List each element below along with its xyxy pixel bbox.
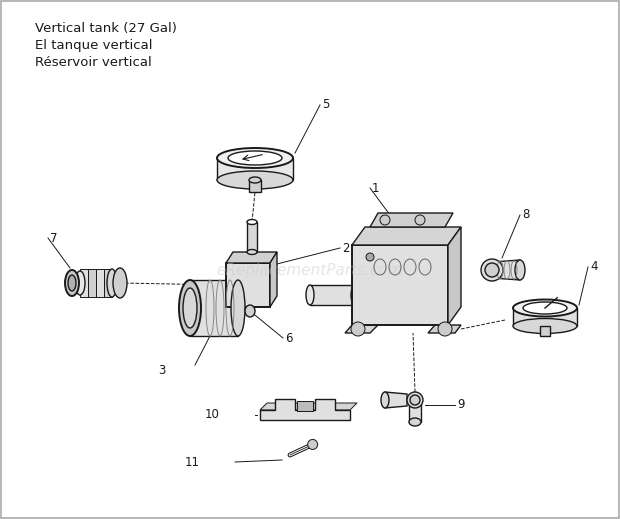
Ellipse shape	[183, 288, 197, 328]
Polygon shape	[370, 213, 453, 227]
Text: 2: 2	[342, 241, 350, 254]
Polygon shape	[492, 260, 520, 280]
Bar	[226, 263, 270, 307]
Ellipse shape	[107, 269, 117, 297]
Ellipse shape	[515, 260, 525, 280]
Polygon shape	[190, 280, 238, 336]
Circle shape	[380, 215, 390, 225]
Bar	[249, 180, 261, 192]
Circle shape	[308, 440, 317, 449]
Text: 7: 7	[50, 231, 58, 244]
Polygon shape	[385, 392, 407, 408]
Ellipse shape	[249, 177, 261, 183]
Circle shape	[351, 322, 365, 336]
Polygon shape	[226, 252, 277, 263]
Bar	[247, 222, 257, 252]
Ellipse shape	[245, 305, 255, 317]
Bar	[104, 269, 112, 297]
Circle shape	[438, 322, 452, 336]
Ellipse shape	[381, 392, 389, 408]
Ellipse shape	[65, 270, 79, 296]
Text: Vertical tank (27 Gal): Vertical tank (27 Gal)	[35, 22, 177, 35]
Text: 8: 8	[522, 209, 529, 222]
Polygon shape	[217, 158, 293, 180]
Ellipse shape	[231, 280, 245, 336]
Bar	[96, 269, 104, 297]
Ellipse shape	[481, 259, 503, 281]
Ellipse shape	[113, 268, 127, 298]
Bar	[297, 401, 313, 411]
Text: 3: 3	[158, 363, 166, 376]
Ellipse shape	[217, 171, 293, 189]
Ellipse shape	[228, 151, 282, 165]
Ellipse shape	[410, 395, 420, 405]
Ellipse shape	[351, 285, 359, 305]
Bar	[80, 269, 88, 297]
Polygon shape	[513, 308, 577, 326]
Text: 11: 11	[185, 456, 200, 469]
Polygon shape	[448, 227, 461, 325]
Ellipse shape	[68, 275, 76, 291]
Ellipse shape	[513, 319, 577, 334]
Bar	[88, 269, 96, 297]
Polygon shape	[310, 285, 355, 305]
Text: 9: 9	[457, 399, 464, 412]
Text: El tanque vertical: El tanque vertical	[35, 39, 153, 52]
Ellipse shape	[407, 392, 423, 408]
Circle shape	[415, 215, 425, 225]
Polygon shape	[428, 325, 461, 333]
Ellipse shape	[247, 220, 257, 225]
Polygon shape	[260, 403, 357, 410]
Ellipse shape	[409, 418, 421, 426]
Bar	[352, 245, 448, 325]
Ellipse shape	[513, 299, 577, 317]
Text: 10: 10	[205, 408, 220, 421]
Text: 4: 4	[590, 261, 598, 274]
Text: Réservoir vertical: Réservoir vertical	[35, 56, 152, 69]
Bar	[409, 400, 421, 422]
Text: 6: 6	[285, 332, 293, 345]
Bar	[540, 326, 550, 336]
Ellipse shape	[217, 148, 293, 168]
Ellipse shape	[485, 263, 499, 277]
Polygon shape	[345, 325, 378, 333]
Ellipse shape	[523, 302, 567, 314]
Ellipse shape	[247, 250, 257, 254]
Text: eReplacementParts.com: eReplacementParts.com	[216, 263, 404, 278]
Ellipse shape	[179, 280, 201, 336]
Polygon shape	[260, 399, 350, 420]
Circle shape	[366, 253, 374, 261]
Text: 1: 1	[372, 182, 379, 195]
Polygon shape	[270, 252, 277, 307]
Polygon shape	[352, 227, 461, 245]
Polygon shape	[370, 227, 445, 247]
Ellipse shape	[306, 285, 314, 305]
Ellipse shape	[75, 271, 85, 295]
Text: 5: 5	[322, 99, 329, 112]
